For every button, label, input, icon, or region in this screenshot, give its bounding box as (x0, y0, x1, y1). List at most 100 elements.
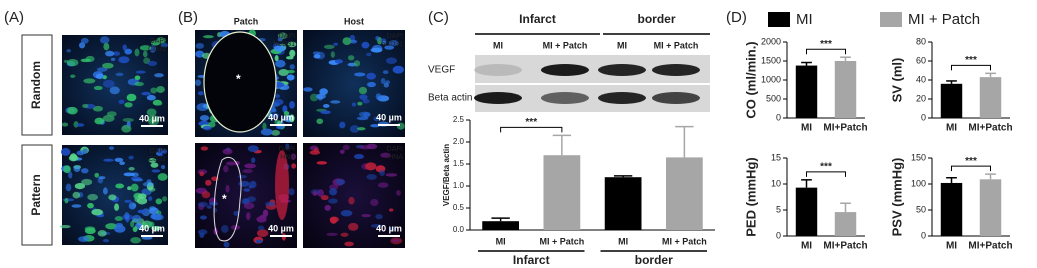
micrograph-cell (92, 105, 103, 112)
micrograph-cell (82, 103, 89, 109)
y-tick-label: 0 (776, 230, 781, 240)
bar (940, 182, 963, 236)
micrograph-cell (93, 85, 103, 91)
micrograph-cell (272, 112, 280, 118)
error-bar (552, 134, 572, 156)
micrograph-cell (380, 78, 386, 84)
micrograph-cell (96, 67, 108, 72)
y-tick-label: 2000 (761, 36, 781, 46)
micrograph-cell (82, 148, 88, 154)
y-tick-label: 10 (771, 178, 781, 188)
x-tick-label: MI (801, 123, 812, 134)
scale-label: 40 µm (268, 223, 294, 233)
micrograph-cell (148, 196, 153, 201)
micrograph-cell (354, 72, 366, 77)
micrograph-cell (323, 104, 330, 108)
micrograph-cell (312, 190, 318, 196)
y-tick-label: 15 (771, 152, 781, 162)
micrograph-cell (199, 232, 205, 238)
y-tick-label: 0 (776, 112, 781, 122)
micrograph-cell (61, 122, 69, 127)
stain-label: DAPI (279, 146, 295, 153)
micrograph-cell (114, 225, 126, 233)
y-tick-label: 0.5 (453, 203, 465, 212)
y-tick-label: 1000 (761, 74, 781, 84)
micrograph-cell (303, 87, 313, 92)
stain-label: DAPI (279, 33, 295, 40)
micrograph-cell (380, 152, 391, 158)
micrograph-cell (206, 205, 212, 209)
micrograph-cell (388, 208, 394, 212)
micrograph-cell (289, 114, 295, 123)
micrograph-cell (392, 65, 404, 74)
micrograph-cell (103, 42, 110, 51)
micrograph-cell (370, 198, 379, 207)
micrograph-cell (124, 199, 132, 203)
micrograph-cell (244, 163, 256, 169)
y-tick-label: 1500 (761, 55, 781, 65)
micrograph-cell (348, 196, 355, 205)
micrograph-cell (330, 100, 341, 104)
micrograph-cell (81, 168, 89, 174)
micrograph-cell (243, 202, 255, 210)
group-label: Infarct (519, 12, 556, 26)
panel-label: (C) (428, 9, 449, 26)
micrograph-cell (123, 172, 136, 177)
micrograph-cell (361, 41, 370, 49)
micrograph-cell (288, 188, 295, 196)
x-tick-label: MI (946, 241, 957, 252)
error-bar (840, 202, 851, 213)
micrograph-cell (146, 108, 157, 117)
x-tick-label: MI + Patch (662, 236, 707, 246)
panel-label: (A) (4, 9, 24, 26)
micrograph-cell (291, 163, 297, 169)
micrograph-cell (260, 128, 273, 136)
micrograph-cell (245, 212, 251, 221)
micrograph-cell (150, 40, 161, 46)
micrograph-cell (220, 225, 229, 233)
blot-band (541, 64, 589, 76)
x-tick-label: MI+Patch (968, 123, 1012, 134)
scale-label: 40 µm (376, 223, 402, 233)
micrograph-cell (223, 165, 229, 173)
patch-outline (213, 157, 242, 242)
y-tick-label: 20 (916, 93, 926, 103)
micrograph-cell (275, 94, 280, 99)
micrograph-cell (134, 75, 141, 81)
micrograph-cell (286, 69, 295, 74)
micrograph-cell (65, 183, 72, 192)
micrograph-cell (137, 193, 147, 200)
micrograph-cell (373, 116, 381, 122)
blot-row-label: VEGF (428, 65, 455, 76)
micrograph-cell (126, 93, 137, 102)
y-tick-label: 0 (921, 112, 926, 122)
micrograph-cell (195, 42, 205, 49)
y-tick-label: 150 (911, 152, 926, 162)
micrograph-cell (114, 203, 120, 211)
bar (604, 177, 642, 230)
micrograph-cell (141, 91, 152, 96)
micrograph-cell (106, 111, 117, 117)
micrograph-cell (349, 125, 360, 133)
micrograph-cell (370, 124, 380, 128)
significance-bracket (951, 165, 991, 172)
micrograph-cell (127, 186, 132, 191)
lane-label: MI + Patch (654, 40, 699, 50)
micrograph-cell (146, 179, 152, 184)
micrograph-cell (287, 41, 297, 48)
micrograph-cell (205, 179, 212, 186)
micrograph-cell (154, 73, 164, 78)
significance-bracket (951, 64, 991, 71)
micrograph-cell (316, 118, 324, 125)
micrograph-cell (141, 236, 153, 240)
micrograph-cell (115, 183, 125, 189)
x-tick-label: MI (801, 241, 812, 252)
micrograph-cell (134, 48, 140, 57)
micrograph-cell (83, 78, 96, 84)
micrograph-cell (320, 194, 329, 201)
micrograph-cell (109, 146, 115, 150)
stain-label: CD31 (148, 46, 166, 53)
micrograph-cell (132, 226, 138, 233)
micrograph-cell (319, 88, 328, 95)
